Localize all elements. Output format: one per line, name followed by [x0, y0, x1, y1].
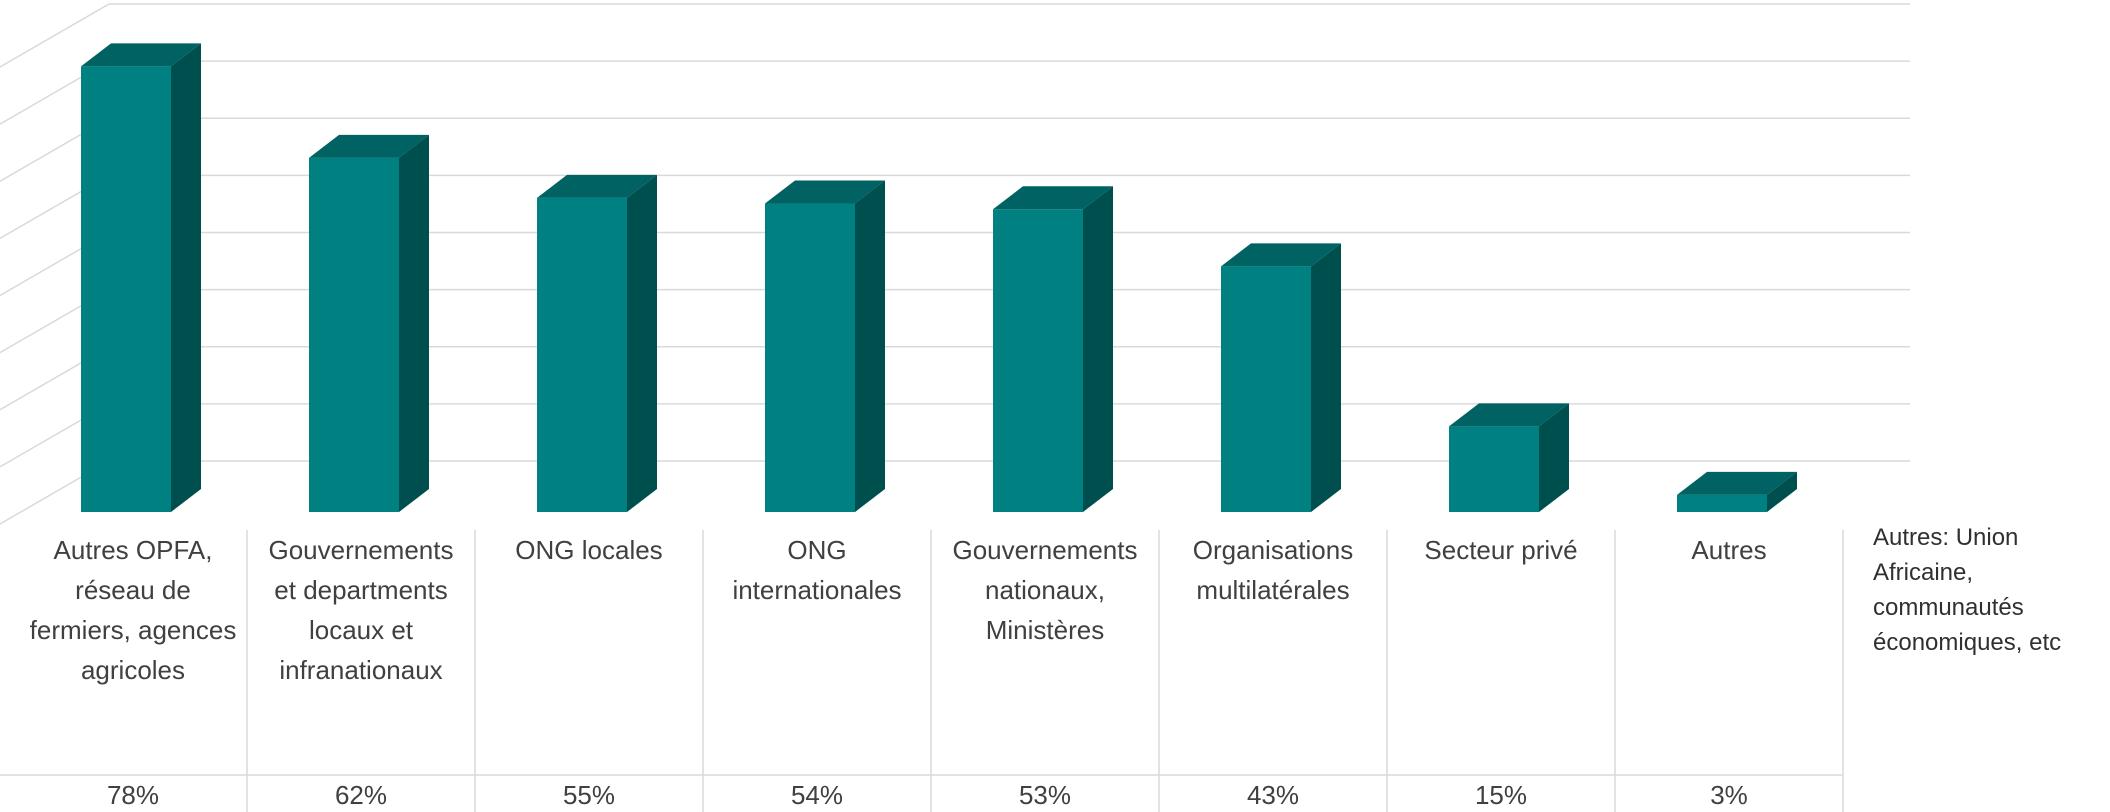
- bar-face: [993, 186, 1113, 210]
- grid-side: [0, 3, 110, 68]
- bar: [1677, 471, 1797, 512]
- annotation: Autres: Union Africaine, communautés éco…: [1873, 524, 2062, 656]
- bar-face: [1083, 186, 1113, 513]
- bar-face: [81, 66, 171, 513]
- bar-face: [1221, 243, 1341, 267]
- bar: [309, 134, 429, 512]
- value-label: 43%: [1246, 780, 1300, 810]
- bar-face: [1221, 266, 1311, 512]
- bar: [81, 43, 201, 513]
- bar-face: [309, 134, 429, 158]
- value-label: 55%: [562, 780, 616, 810]
- bar-face: [993, 209, 1083, 513]
- value-label: 15%: [1474, 780, 1528, 810]
- bar-face: [1677, 494, 1767, 512]
- bar-face: [765, 203, 855, 512]
- bar: [993, 186, 1113, 513]
- bar-face: [1449, 403, 1569, 427]
- value-label: 62%: [334, 780, 388, 810]
- x-tick-label: Autres OPFA, réseau de fermiers, agences…: [29, 535, 237, 685]
- value-label: 3%: [1710, 780, 1748, 810]
- bar: [1449, 403, 1569, 512]
- bar-face: [1539, 403, 1569, 512]
- bar-face: [765, 180, 885, 204]
- bar: [1221, 243, 1341, 513]
- bar-face: [309, 157, 399, 512]
- bar-face: [81, 43, 201, 67]
- x-tick-label: Gouvernements nationaux, Ministères: [952, 535, 1138, 645]
- bar-face: [537, 197, 627, 512]
- bar-face: [627, 174, 657, 512]
- bar-face: [1311, 243, 1341, 513]
- value-label: 78%: [106, 780, 160, 810]
- bar-face: [1767, 471, 1797, 512]
- x-tick-label: Autres: [1691, 535, 1767, 565]
- bar-face: [1449, 426, 1539, 512]
- x-tick-label: Gouvernements et departments locaux et i…: [268, 535, 454, 685]
- bar-face: [1677, 471, 1797, 495]
- bar: [537, 174, 657, 512]
- value-label: 53%: [1018, 780, 1072, 810]
- bar-face: [855, 180, 885, 512]
- bar-face: [171, 43, 201, 513]
- bar-face: [537, 174, 657, 198]
- x-tick-label: Secteur privé: [1424, 535, 1578, 565]
- x-tick-label: ONG internationales: [732, 535, 902, 605]
- x-tick-label: ONG locales: [515, 535, 663, 565]
- value-label: 54%: [790, 780, 844, 810]
- bar: [765, 180, 885, 512]
- x-tick-label: Organisations multilatérales: [1192, 535, 1354, 605]
- bar-face: [399, 134, 429, 512]
